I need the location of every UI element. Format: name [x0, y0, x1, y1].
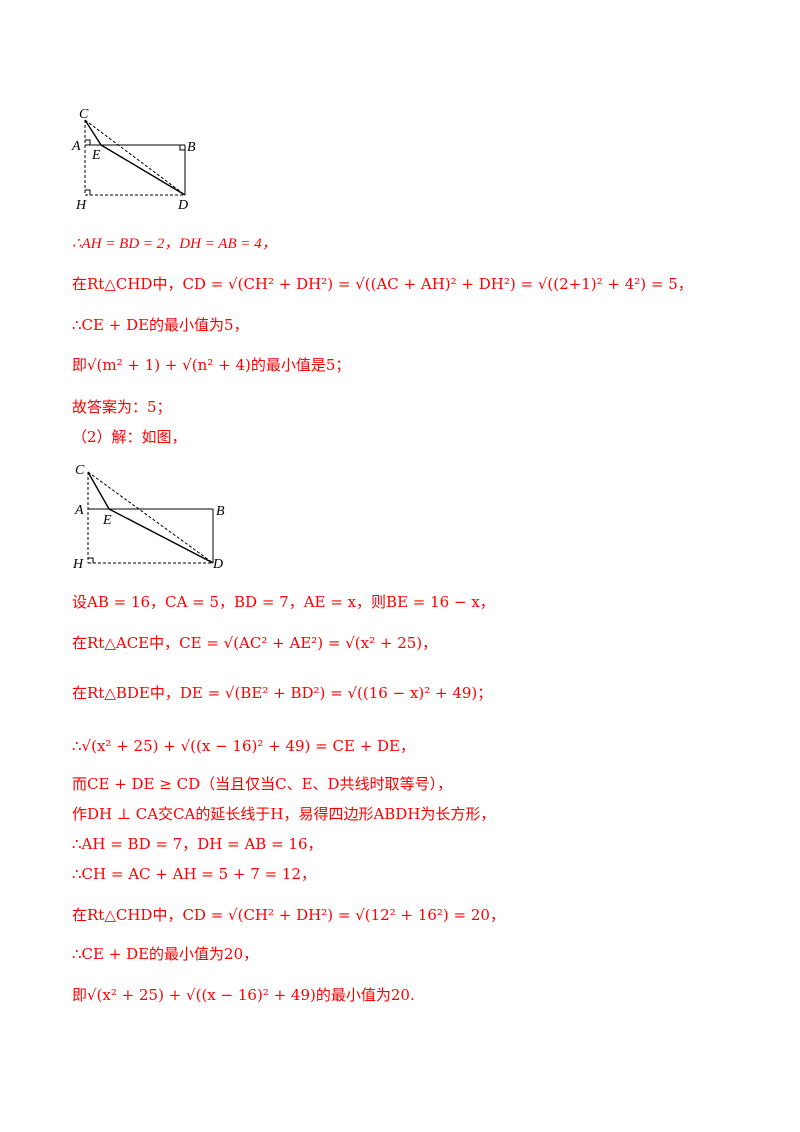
segment-CE	[84, 119, 102, 146]
text-line: 在Rt△CHD中，CD = √(CH² + DH²) = √((AC + AH)…	[72, 275, 693, 293]
segment-CD	[84, 119, 186, 196]
label-C: C	[75, 463, 85, 478]
segment-ED	[100, 144, 186, 196]
text-line: （2）解：如图，	[72, 428, 187, 446]
segment-CD	[87, 471, 214, 564]
label-C: C	[79, 107, 89, 122]
label-D: D	[212, 557, 223, 572]
label-D: D	[177, 198, 188, 213]
text-line: 作DH ⊥ CA交CA的延长线于H，易得四边形ABDH为长方形，	[72, 805, 496, 823]
segment-CE	[87, 471, 110, 510]
figure-2-drawing: C A E B H D	[72, 463, 225, 572]
right-angle-A	[85, 139, 91, 145]
text-line: ∴AH = BD = 7，DH = AB = 16，	[72, 835, 323, 853]
text-line: ∴AH = BD = 2，DH = AB = 4，	[72, 236, 277, 252]
geometry-figure-2: C A E B H D	[68, 460, 238, 579]
text-line: ∴√(x² + 25) + √((x − 16)² + 49) = CE + D…	[72, 737, 416, 755]
right-angle-H	[88, 557, 94, 563]
text-line: 设AB = 16，CA = 5，BD = 7，AE = x，则BE = 16 −…	[72, 593, 495, 611]
segment-ED	[108, 508, 214, 564]
text-line: 在Rt△BDE中，DE = √(BE² + BD²) = √((16 − x)²…	[72, 684, 493, 702]
label-A: A	[74, 503, 84, 518]
label-E: E	[91, 148, 101, 163]
text-line: ∴CH = AC + AH = 5 + 7 = 12，	[72, 865, 317, 883]
text-line: 故答案为：5；	[72, 398, 172, 416]
label-H: H	[75, 198, 87, 213]
label-H: H	[72, 557, 84, 572]
right-angle-B	[179, 145, 185, 151]
text-line: 在Rt△CHD中，CD = √(CH² + DH²) = √(12² + 16²…	[72, 906, 505, 924]
label-B: B	[187, 140, 196, 155]
text-line: 即√(m² + 1) + √(n² + 4)的最小值是5；	[72, 356, 351, 374]
text-line: 在Rt△ACE中，CE = √(AC² + AE²) = √(x² + 25)，	[72, 634, 438, 652]
text-line: ∴CE + DE的最小值为20，	[72, 945, 259, 963]
right-angle-H	[85, 189, 91, 195]
label-A: A	[71, 139, 81, 154]
text-line: 而CE + DE ≥ CD（当且仅当C、E、D共线时取等号），	[72, 775, 453, 793]
label-E: E	[102, 513, 112, 528]
text-line: ∴CE + DE的最小值为5，	[72, 316, 249, 334]
text-line: 即√(x² + 25) + √((x − 16)² + 49)的最小值为20.	[72, 986, 415, 1004]
figure-1-drawing: C A E B H D	[71, 107, 196, 213]
label-B: B	[216, 504, 225, 519]
geometry-figure-1: C A E B H D	[68, 100, 218, 219]
